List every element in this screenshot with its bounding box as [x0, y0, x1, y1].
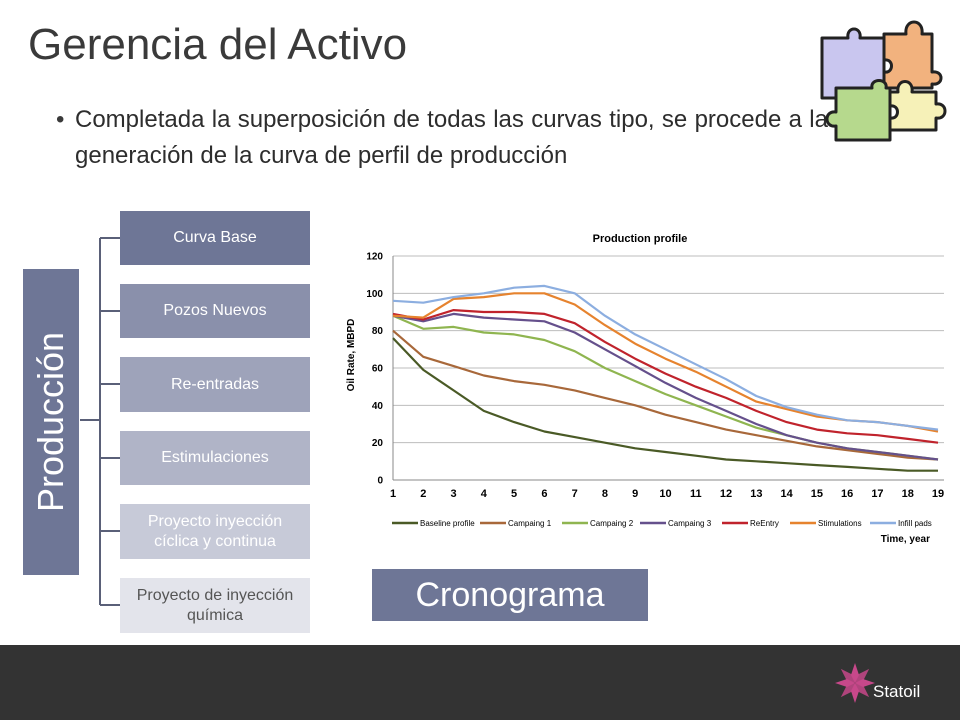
puzzle-icon	[820, 20, 947, 142]
series-line	[392, 312, 939, 461]
chart-x-axis-label: Time, year	[881, 534, 930, 545]
x-tick-label: 9	[632, 488, 638, 500]
x-tick-label: 13	[750, 488, 762, 500]
x-tick-label: 17	[871, 488, 883, 500]
page-title: Gerencia del Activo	[28, 20, 408, 69]
hierarchy-connectors	[80, 237, 120, 606]
statoil-logo-icon	[835, 663, 875, 703]
bullet-point: • Completada la superposición de todas l…	[56, 102, 828, 174]
x-tick-label: 5	[511, 488, 517, 500]
produccion-box: Producción	[23, 269, 79, 575]
series-line	[392, 292, 939, 433]
legend-label: Campaing 3	[668, 519, 712, 528]
item-proyecto-inyeccion-quimica: Proyecto de inyección química	[120, 578, 310, 633]
x-tick-label: 15	[811, 488, 823, 500]
legend-label: Campaing 2	[590, 519, 634, 528]
y-tick-label: 60	[372, 364, 384, 375]
item-proyecto-inyeccion-ciclica: Proyecto inyección cíclica y continua	[120, 504, 310, 559]
x-tick-label: 12	[720, 488, 732, 500]
x-tick-label: 19	[932, 488, 944, 500]
legend-label: Campaing 1	[508, 519, 552, 528]
cronograma-box: Cronograma	[372, 569, 648, 621]
x-tick-label: 1	[390, 488, 396, 500]
legend-label: ReEntry	[750, 519, 779, 528]
series-line	[392, 284, 939, 431]
x-tick-label: 7	[572, 488, 578, 500]
item-estimulaciones: Estimulaciones	[120, 431, 310, 485]
bullet-dot-icon: •	[56, 106, 65, 133]
item-re-entradas: Re-entradas	[120, 357, 310, 412]
item-curva-base: Curva Base	[120, 211, 310, 265]
x-tick-label: 14	[780, 488, 793, 500]
footer-bar	[0, 645, 960, 720]
series-line	[392, 337, 938, 472]
production-profile-chart: Production profile Oil Rate, MBPD Time, …	[346, 233, 944, 545]
x-tick-label: 2	[420, 488, 426, 500]
x-tick-label: 10	[659, 488, 671, 500]
y-tick-label: 120	[366, 252, 383, 263]
statoil-logo-text: Statoil	[873, 682, 921, 701]
legend-label: Stimulations	[818, 519, 862, 528]
y-tick-label: 100	[366, 289, 383, 300]
x-tick-label: 6	[541, 488, 547, 500]
x-tick-label: 3	[450, 488, 456, 500]
x-tick-label: 11	[690, 488, 702, 500]
series-line	[392, 314, 939, 461]
legend-label: Infill pads	[898, 519, 932, 528]
produccion-label: Producción	[30, 331, 71, 513]
x-tick-label: 8	[602, 488, 608, 500]
y-tick-label: 80	[372, 326, 384, 337]
x-tick-label: 18	[902, 488, 914, 500]
x-tick-label: 16	[841, 488, 853, 500]
x-tick-label: 4	[481, 488, 488, 500]
item-pozos-nuevos: Pozos Nuevos	[120, 284, 310, 338]
legend-label: Baseline profile	[420, 519, 475, 528]
chart-y-axis-label: Oil Rate, MBPD	[346, 319, 357, 392]
y-tick-label: 20	[372, 438, 384, 449]
y-tick-label: 0	[377, 476, 383, 487]
y-tick-label: 40	[372, 401, 384, 412]
series-line	[392, 329, 939, 461]
series-line	[392, 308, 939, 444]
bullet-text: Completada la superposición de todas las…	[75, 106, 828, 169]
chart-title: Production profile	[593, 233, 688, 245]
